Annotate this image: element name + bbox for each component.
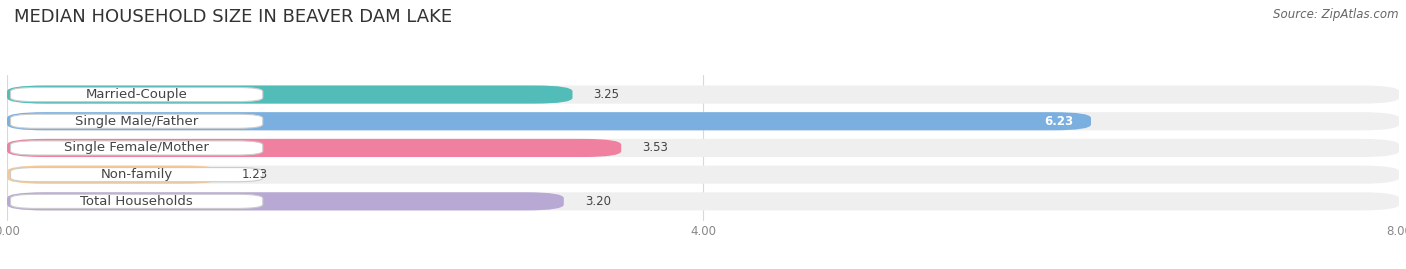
Text: 1.23: 1.23	[242, 168, 269, 181]
Text: 3.53: 3.53	[643, 141, 668, 154]
FancyBboxPatch shape	[10, 194, 263, 208]
Text: Single Male/Father: Single Male/Father	[75, 115, 198, 128]
FancyBboxPatch shape	[10, 141, 263, 155]
Text: MEDIAN HOUSEHOLD SIZE IN BEAVER DAM LAKE: MEDIAN HOUSEHOLD SIZE IN BEAVER DAM LAKE	[14, 8, 453, 26]
FancyBboxPatch shape	[7, 112, 1091, 130]
Text: 3.25: 3.25	[593, 88, 620, 101]
FancyBboxPatch shape	[7, 86, 1399, 104]
FancyBboxPatch shape	[7, 112, 1399, 130]
Text: Non-family: Non-family	[101, 168, 173, 181]
Text: Source: ZipAtlas.com: Source: ZipAtlas.com	[1274, 8, 1399, 21]
Text: 3.20: 3.20	[585, 195, 610, 208]
FancyBboxPatch shape	[7, 86, 572, 104]
Text: Single Female/Mother: Single Female/Mother	[65, 141, 209, 154]
FancyBboxPatch shape	[7, 139, 1399, 157]
Text: Married-Couple: Married-Couple	[86, 88, 187, 101]
FancyBboxPatch shape	[7, 139, 621, 157]
FancyBboxPatch shape	[7, 192, 1399, 210]
Text: 6.23: 6.23	[1045, 115, 1074, 128]
FancyBboxPatch shape	[10, 87, 263, 102]
FancyBboxPatch shape	[7, 192, 564, 210]
FancyBboxPatch shape	[7, 166, 221, 184]
Text: Total Households: Total Households	[80, 195, 193, 208]
FancyBboxPatch shape	[7, 166, 1399, 184]
FancyBboxPatch shape	[10, 114, 263, 128]
FancyBboxPatch shape	[10, 168, 263, 182]
